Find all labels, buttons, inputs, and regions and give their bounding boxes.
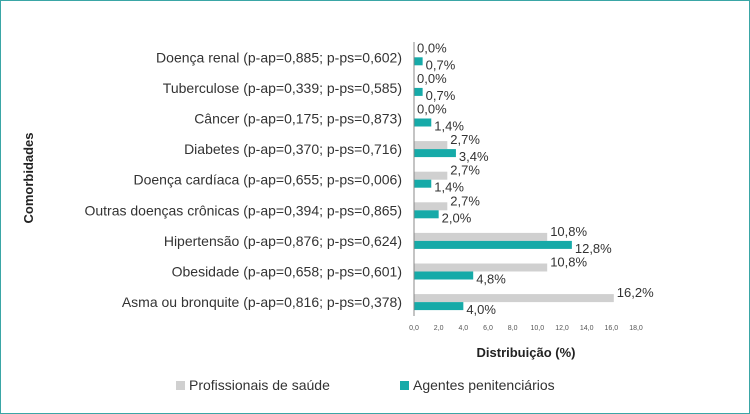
x-tick-label: 10,0: [531, 325, 545, 332]
data-label: 10,8%: [550, 255, 587, 270]
x-tick-label: 12,0: [555, 325, 569, 332]
x-tick-label: 8,0: [508, 325, 518, 332]
x-tick-label: 16,0: [605, 325, 619, 332]
bar-agentes: [414, 57, 423, 66]
bar-profissionais: [414, 232, 548, 241]
category-label: Diabetes (p-ap=0,370; p-ps=0,716): [184, 141, 402, 157]
bar-profissionais: [414, 141, 448, 150]
legend-label: Agentes penitenciários: [413, 377, 555, 393]
bar-profissionais: [414, 202, 448, 211]
x-tick-label: 4,0: [458, 325, 468, 332]
category-label: Doença renal (p-ap=0,885; p-ps=0,602): [156, 49, 402, 65]
data-label: 3,4%: [459, 149, 489, 164]
category-label: Tuberculose (p-ap=0,339; p-ps=0,585): [163, 80, 402, 96]
bar-agentes: [414, 179, 432, 188]
data-label: 10,8%: [550, 224, 587, 239]
data-label: 2,0%: [442, 210, 472, 225]
category-label: Doença cardíaca (p-ap=0,655; p-ps=0,006): [133, 172, 402, 188]
x-tick-label: 0,0: [409, 325, 419, 332]
bar-agentes: [414, 118, 432, 127]
legend-swatch: [400, 381, 409, 390]
bar-profissionais: [414, 263, 548, 272]
bar-agentes: [414, 210, 439, 219]
data-label: 0,0%: [417, 71, 447, 86]
bar-profissionais: [414, 171, 448, 180]
data-label: 1,4%: [434, 119, 464, 134]
data-label: 0,0%: [417, 102, 447, 117]
data-label: 0,7%: [426, 88, 456, 103]
x-tick-label: 2,0: [434, 325, 444, 332]
category-label: Asma ou bronquite (p-ap=0,816; p-ps=0,37…: [122, 294, 402, 310]
data-label: 2,7%: [450, 193, 480, 208]
x-tick-label: 14,0: [580, 325, 594, 332]
data-label: 12,8%: [575, 241, 612, 256]
bar-agentes: [414, 87, 423, 96]
y-axis-title: Comorbidades: [21, 132, 36, 223]
data-label: 0,7%: [426, 57, 456, 72]
legend-label: Profissionais de saúde: [189, 377, 330, 393]
bar-agentes: [414, 271, 474, 280]
data-label: 2,7%: [450, 132, 480, 147]
bar-agentes: [414, 302, 464, 311]
bar-agentes: [414, 240, 572, 249]
data-label: 2,7%: [450, 163, 480, 178]
data-label: 1,4%: [434, 180, 464, 195]
legend-swatch: [176, 381, 185, 390]
category-label: Hipertensão (p-ap=0,876; p-ps=0,624): [164, 233, 402, 249]
bar-profissionais: [414, 294, 614, 303]
x-tick-label: 6,0: [483, 325, 493, 332]
category-label: Outras doenças crônicas (p-ap=0,394; p-p…: [84, 202, 402, 218]
bar-agentes: [414, 149, 456, 158]
data-label: 16,2%: [617, 285, 654, 300]
data-label: 4,8%: [476, 272, 506, 287]
category-label: Câncer (p-ap=0,175; p-ps=0,873): [194, 111, 402, 127]
data-label: 0,0%: [417, 40, 447, 55]
x-tick-label: 18,0: [629, 325, 643, 332]
data-label: 4,0%: [466, 302, 496, 317]
x-axis-title: Distribuição (%): [477, 345, 576, 360]
category-label: Obesidade (p-ap=0,658; p-ps=0,601): [172, 264, 402, 280]
